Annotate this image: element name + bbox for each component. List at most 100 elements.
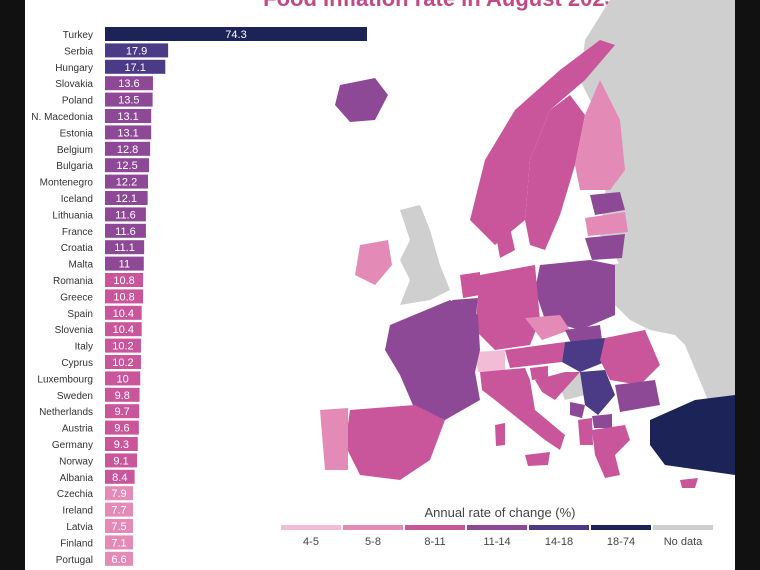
category-label: Romania: [53, 276, 93, 287]
category-label: Belgium: [57, 145, 93, 156]
map-albania: [578, 418, 593, 445]
legend-swatch: [343, 525, 403, 530]
bar-value-label: 10: [117, 373, 129, 385]
bar: [105, 486, 133, 501]
bar-value-label: 10.8: [113, 291, 134, 303]
bar-value-label: 9.8: [115, 390, 130, 402]
legend-swatch: [405, 525, 465, 530]
bar: [105, 207, 146, 222]
category-label: Luxembourg: [37, 374, 93, 385]
map-france: [385, 300, 480, 420]
bar: [105, 322, 142, 337]
bar: [105, 535, 133, 550]
category-label: Finland: [60, 538, 93, 549]
bar-value-label: 10.4: [113, 308, 134, 320]
category-label: Germany: [52, 440, 93, 451]
map-norway: [470, 40, 615, 245]
bar: [105, 191, 148, 205]
bar-value-label: 11: [119, 259, 130, 271]
map-n-macedonia: [592, 414, 612, 428]
bar: [105, 338, 141, 353]
map-poland: [535, 260, 615, 330]
map-finland: [575, 80, 625, 190]
bar: [105, 27, 367, 41]
category-label: N. Macedonia: [31, 112, 93, 123]
bar-value-label: 11.1: [114, 242, 135, 254]
bar: [105, 437, 138, 451]
legend-swatch: [467, 525, 527, 530]
map-switzerland: [475, 350, 505, 372]
bar: [105, 519, 133, 533]
legend-item: 18-74: [590, 525, 652, 548]
bar: [105, 273, 144, 287]
category-label: Latvia: [66, 522, 93, 533]
map-lithuania: [585, 234, 625, 260]
bar-value-label: 17.9: [126, 45, 147, 57]
chart-title: Food Inflation rate in August 2023: [85, 0, 735, 12]
bar: [105, 371, 141, 386]
bar-value-label: 13.1: [117, 111, 138, 123]
category-label: Italy: [75, 342, 93, 353]
map-serbia: [580, 370, 615, 415]
bar-value-label: 13.5: [118, 95, 139, 107]
bar: [105, 141, 151, 156]
map-netherlands: [460, 272, 480, 298]
bar-value-label: 10.2: [112, 357, 133, 369]
bar: [105, 502, 133, 517]
bar: [105, 387, 140, 402]
category-label: Spain: [67, 309, 93, 320]
legend-swatch: [591, 525, 651, 530]
bar-chart: Turkey 74.3 Serbia 17.9 Hungary 17.1 Slovakia 1…: [31, 27, 367, 566]
legend-item: 8-11: [404, 525, 466, 548]
legend-title: Annual rate of change (%): [424, 505, 576, 520]
legend-label: 14-18: [544, 536, 574, 548]
bar-value-label: 17.1: [124, 62, 145, 74]
category-label: Lithuania: [52, 210, 93, 221]
bar-value-label: 11.6: [115, 209, 136, 221]
bar-value-label: 10.4: [113, 324, 134, 336]
bar-value-label: 6.6: [111, 554, 126, 566]
map-slovenia: [530, 366, 548, 380]
map-sicily: [525, 452, 550, 466]
map-montenegro: [570, 402, 585, 418]
map-denmark: [495, 228, 515, 258]
legend-label: 8-11: [424, 536, 446, 548]
map-sardinia: [495, 423, 505, 446]
category-label: Slovakia: [55, 79, 93, 90]
map-bulgaria: [615, 380, 660, 412]
map-estonia: [590, 192, 625, 215]
bar-value-label: 13.1: [117, 127, 138, 139]
category-label: Slovenia: [55, 325, 94, 336]
bar-value-label: 10.2: [112, 341, 133, 353]
bar-value-label: 12.8: [117, 144, 138, 156]
bar-value-label: 12.5: [116, 160, 137, 172]
bar: [105, 420, 139, 435]
bar-value-label: 12.1: [116, 193, 137, 205]
map-cyprus: [680, 478, 698, 488]
legend-swatch: [281, 525, 341, 530]
bar-value-label: 8.4: [112, 472, 127, 484]
bar: [105, 453, 138, 468]
bar-value-label: 11.6: [115, 226, 136, 238]
map-austria: [505, 342, 565, 368]
category-label: Greece: [60, 292, 93, 303]
category-label: Malta: [69, 260, 94, 271]
map-greece: [592, 425, 630, 478]
category-label: Serbia: [64, 46, 93, 57]
bar: [105, 355, 141, 369]
bar: [105, 256, 144, 271]
bar: [105, 223, 146, 238]
bar-value-label: 9.7: [114, 406, 129, 418]
legend-item: No data: [652, 525, 714, 548]
bar-value-label: 13.6: [118, 78, 139, 90]
bar: [105, 305, 142, 320]
bar-value-label: 7.9: [111, 488, 126, 500]
map-hungary: [562, 338, 615, 372]
map-croatia: [535, 372, 580, 400]
bar: [105, 404, 140, 419]
map-uk: [400, 205, 450, 305]
bar: [105, 109, 152, 123]
map-spain: [345, 405, 445, 480]
bar: [105, 289, 144, 304]
category-label: Croatia: [61, 243, 94, 254]
